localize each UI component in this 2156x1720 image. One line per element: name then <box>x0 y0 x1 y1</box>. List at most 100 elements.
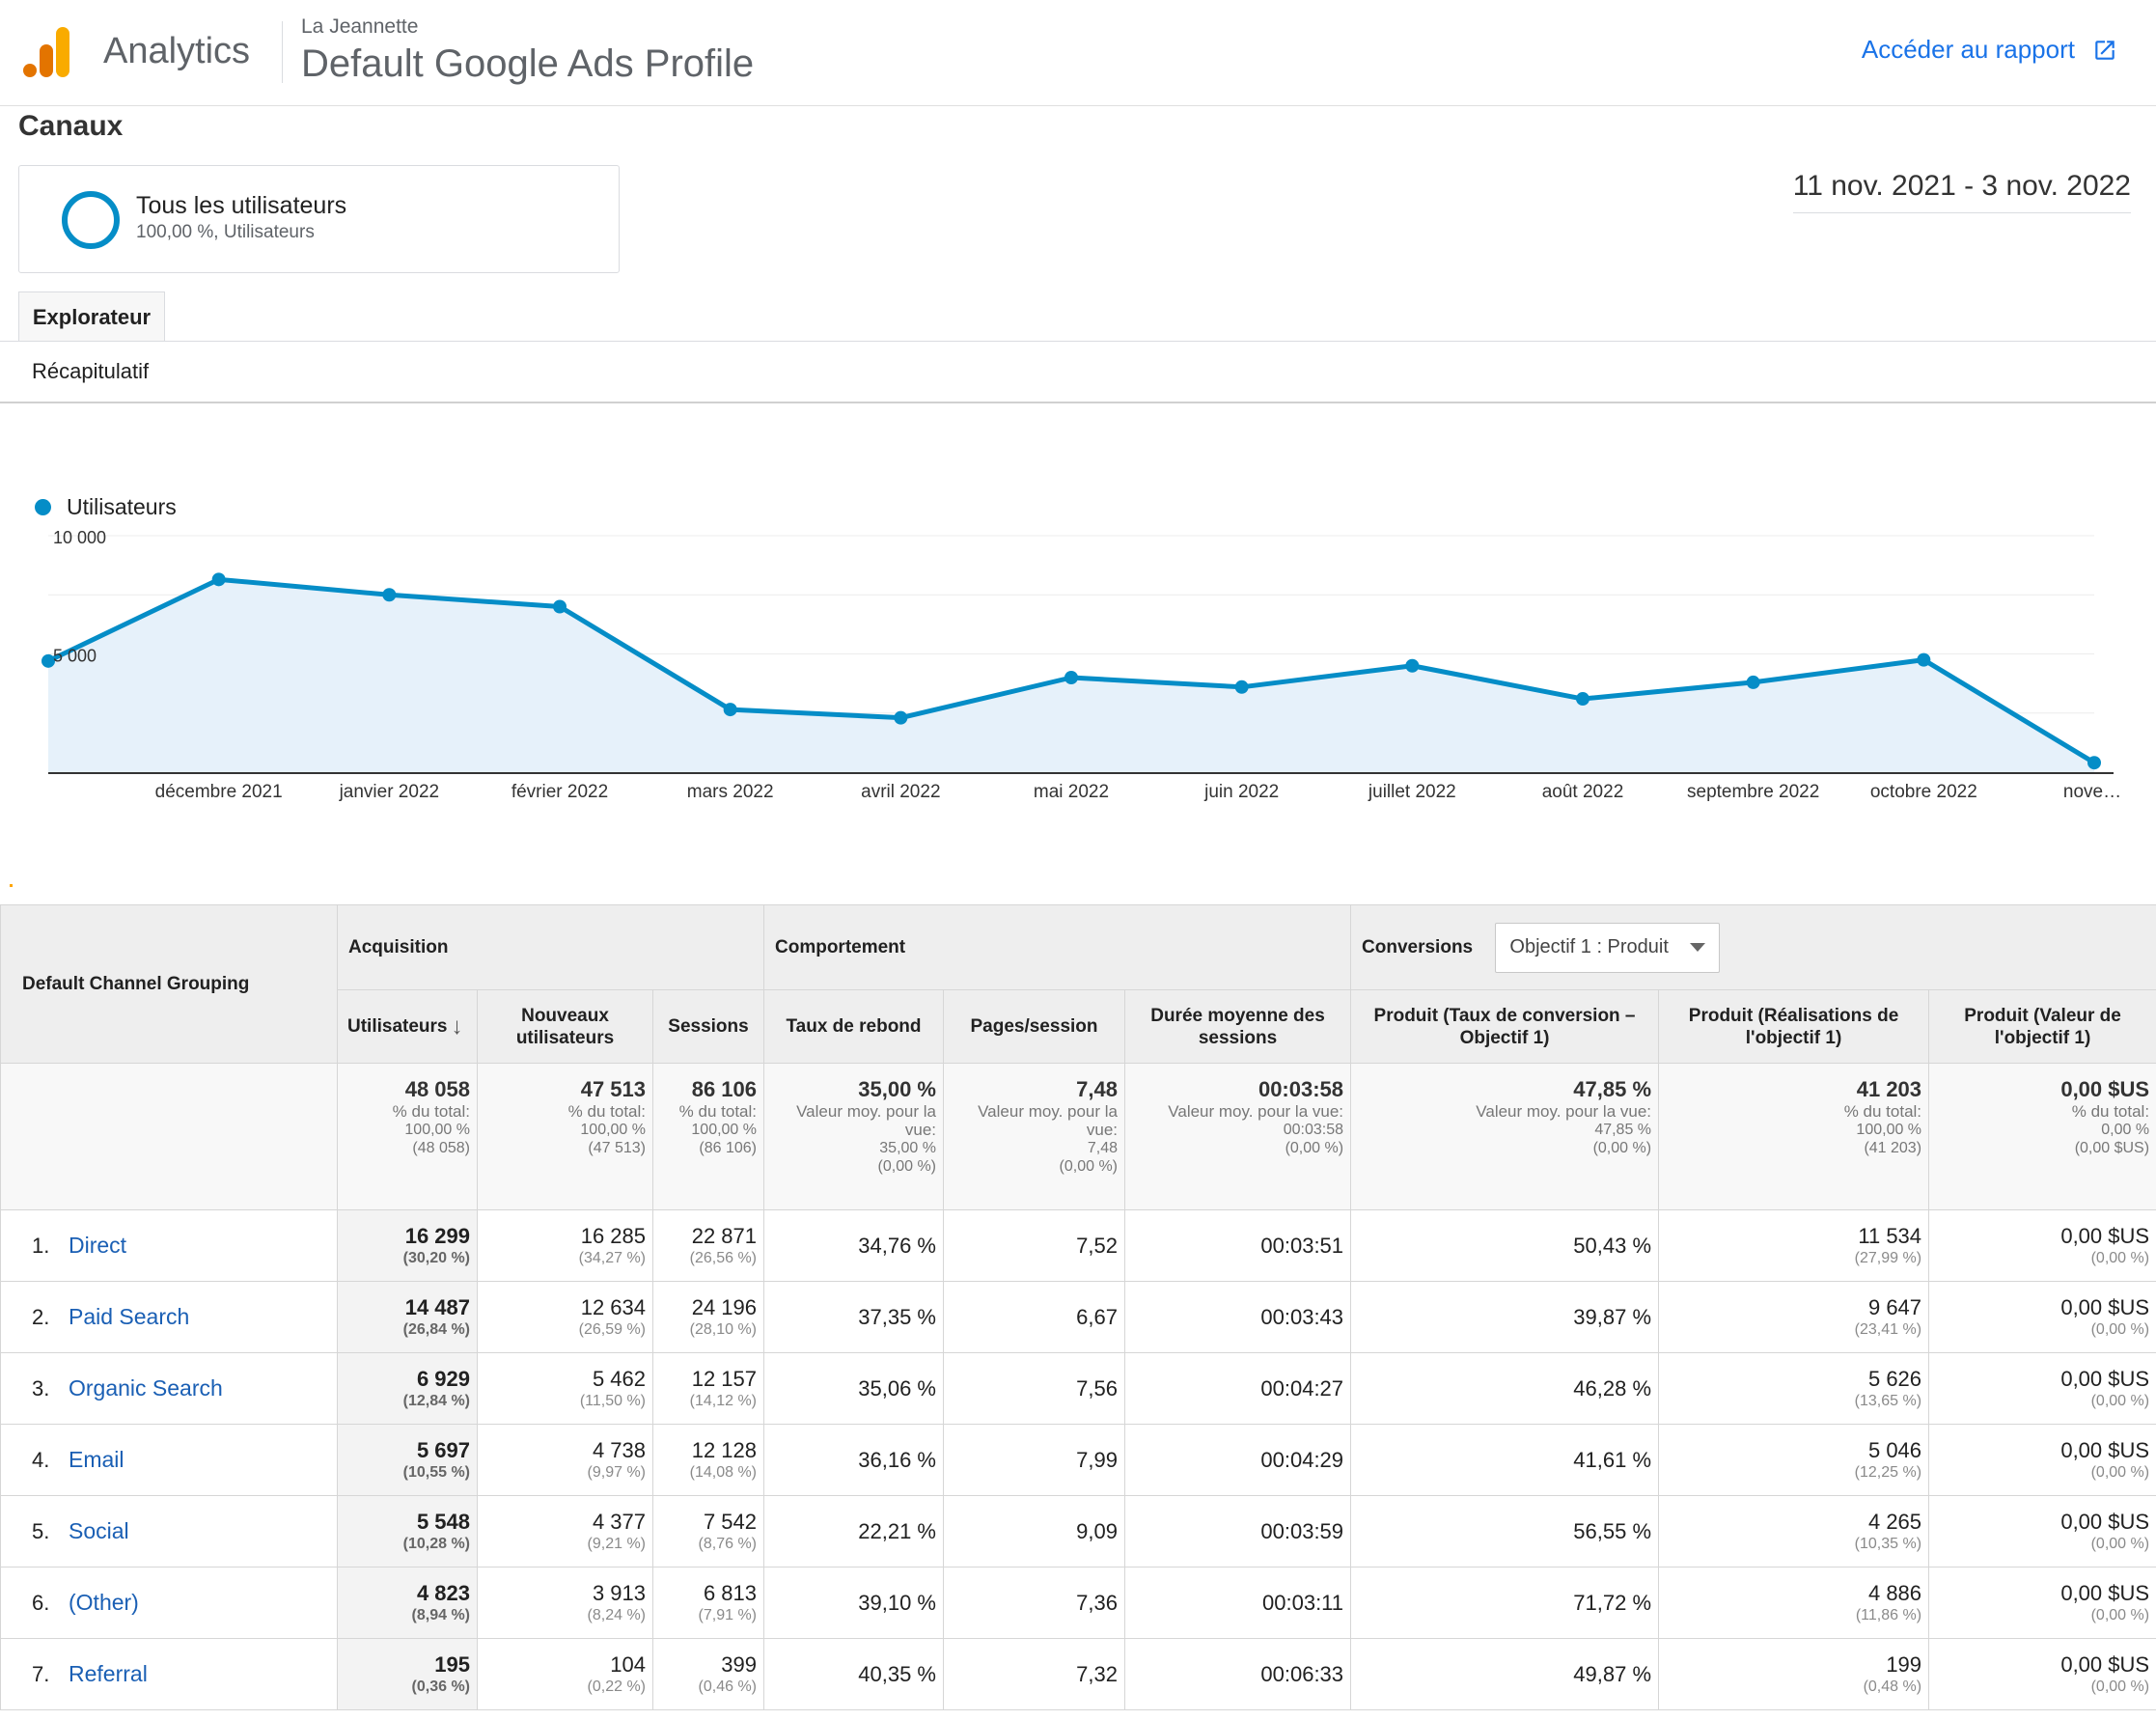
col-header-users[interactable]: Utilisateurs ↓ <box>337 989 478 1064</box>
segment-ring-icon <box>62 191 120 249</box>
data-point <box>723 703 737 717</box>
metric-cell: 24 196 (28,10 %) <box>652 1281 764 1353</box>
col-header-pages-session[interactable]: Pages/session <box>943 989 1125 1064</box>
group-behavior: Comportement <box>762 904 1352 990</box>
data-point <box>2087 756 2101 770</box>
total-value: 47 513 <box>580 1077 646 1101</box>
metric-percent: (0,46 %) <box>698 1678 757 1695</box>
metric-value: 4 886 <box>1867 1580 1922 1605</box>
metric-cell: 5 046 (12,25 %) <box>1658 1424 1930 1496</box>
metric-cell: 7,56 <box>943 1352 1125 1425</box>
y-tick-label: 10 000 <box>53 528 106 547</box>
metric-cell: 00:03:43 <box>1123 1281 1352 1353</box>
x-tick-label: mars 2022 <box>687 782 774 802</box>
metric-cell: 9,09 <box>943 1495 1125 1567</box>
metric-value: 4 823 <box>416 1580 470 1605</box>
date-range-picker[interactable]: 11 nov. 2021 - 3 nov. 2022 <box>1792 170 2131 213</box>
total-caption: Valeur moy. pour la vue: <box>796 1102 936 1139</box>
channels-table: Default Channel Grouping Acquisition Com… <box>0 904 2156 1710</box>
metric-cell: 12 128 (14,08 %) <box>652 1424 764 1496</box>
data-point <box>1576 692 1589 707</box>
metric-value: 22 871 <box>691 1223 757 1248</box>
data-point <box>894 710 908 725</box>
total-caption: Valeur moy. pour la vue: <box>978 1102 1118 1139</box>
metric-value: 0,00 $US <box>2060 1223 2150 1248</box>
col-header-new-users[interactable]: Nouveaux utilisateurs <box>477 989 653 1064</box>
table-row: 5. Social 5 548 (10,28 %) 4 377 (9,21 %) 7 542… <box>0 1495 2156 1567</box>
metric-cell: 0,00 $US (0,00 %) <box>1928 1209 2156 1282</box>
metric-percent: (10,28 %) <box>402 1535 470 1552</box>
channel-link[interactable]: Paid Search <box>69 1304 190 1329</box>
metric-percent: (12,25 %) <box>1854 1463 1922 1481</box>
channel-cell: 1. Direct <box>0 1209 338 1282</box>
metric-value: 56,55 % <box>1573 1518 1652 1543</box>
data-point <box>553 599 567 614</box>
metric-value: 4 738 <box>592 1437 646 1462</box>
channel-cell: 7. Referral <box>0 1638 338 1710</box>
metric-value: 6 813 <box>703 1580 757 1605</box>
metric-value: 5 697 <box>416 1437 470 1462</box>
segment-selector[interactable]: Tous les utilisateurs 100,00 %, Utilisat… <box>18 165 620 273</box>
metric-percent: (11,50 %) <box>579 1392 646 1409</box>
metric-percent: (0,48 %) <box>1863 1678 1922 1695</box>
metric-cell: 0,00 $US (0,00 %) <box>1928 1638 2156 1710</box>
app-name: Analytics <box>103 31 251 71</box>
dimension-header[interactable]: Default Channel Grouping <box>0 904 338 1064</box>
col-header-avg-duration[interactable]: Durée moyenne des sessions <box>1123 989 1352 1064</box>
metric-cell: 0,00 $US (0,00 %) <box>1928 1281 2156 1353</box>
metric-percent: (14,08 %) <box>689 1463 757 1481</box>
x-tick-label: mai 2022 <box>1034 782 1109 802</box>
col-header-conv-rate[interactable]: Produit (Taux de conversion – Objectif 1… <box>1350 989 1660 1064</box>
segment-detail: 100,00 %, Utilisateurs <box>136 222 315 242</box>
col-header-sessions[interactable]: Sessions <box>652 989 764 1064</box>
goal-dropdown[interactable]: Objectif 1 : Produit <box>1495 922 1720 973</box>
tab-explorer[interactable]: Explorateur <box>18 291 165 342</box>
metric-cell: 0,00 $US (0,00 %) <box>1928 1567 2156 1639</box>
channel-link[interactable]: Email <box>69 1447 124 1472</box>
metric-cell: 7,32 <box>943 1638 1125 1710</box>
chart-legend[interactable]: Utilisateurs <box>35 494 177 520</box>
col-header-bounce-rate[interactable]: Taux de rebond <box>763 989 944 1064</box>
channel-link[interactable]: Referral <box>69 1661 148 1686</box>
total-value: 00:03:58 <box>1258 1077 1344 1101</box>
metric-percent: (28,10 %) <box>689 1320 757 1338</box>
channel-link[interactable]: Direct <box>69 1233 127 1258</box>
metric-cell: 0,00 $US (0,00 %) <box>1928 1352 2156 1425</box>
col-header-completions[interactable]: Produit (Réalisations de l'objectif 1) <box>1658 989 1930 1064</box>
total-detail: (0,00 %) <box>1059 1158 1118 1175</box>
metric-cell: 11 534 (27,99 %) <box>1658 1209 1930 1282</box>
channel-cell: 3. Organic Search <box>0 1352 338 1425</box>
metric-cell: 7,52 <box>943 1209 1125 1282</box>
tabs-divider <box>0 341 2156 342</box>
metric-value: 4 265 <box>1867 1509 1922 1534</box>
channel-link[interactable]: Organic Search <box>69 1375 223 1401</box>
total-caption: % du total: <box>678 1102 757 1121</box>
totals-label-cell <box>0 1063 338 1210</box>
metric-cell: 00:03:11 <box>1123 1567 1352 1639</box>
metric-value: 4 377 <box>592 1509 646 1534</box>
data-point <box>1917 652 1931 667</box>
total-detail: 100,00 % <box>404 1122 470 1138</box>
metric-percent: (0,36 %) <box>411 1678 470 1695</box>
total-detail: (48 058) <box>412 1140 470 1156</box>
metric-cell: 199 (0,48 %) <box>1658 1638 1930 1710</box>
metric-cell: 399 (0,46 %) <box>652 1638 764 1710</box>
channel-link[interactable]: Social <box>69 1518 129 1543</box>
total-detail: 00:03:58 <box>1283 1122 1344 1138</box>
metric-value: 9,09 <box>1076 1518 1118 1543</box>
open-report-link[interactable]: Accéder au rapport <box>1862 35 2117 65</box>
col-header-goal-value[interactable]: Produit (Valeur de l'objectif 1) <box>1928 989 2156 1064</box>
metric-value: 5 626 <box>1867 1366 1922 1391</box>
users-line-chart[interactable]: 10 000 5 000 décembre 2021 janvier 2022 févr… <box>0 521 2156 830</box>
account-name: La Jeannette <box>301 15 419 38</box>
metric-value: 3 913 <box>592 1580 646 1605</box>
y-tick-label: 5 000 <box>53 647 97 666</box>
total-caption: Valeur moy. pour la vue: <box>1168 1102 1344 1121</box>
metric-cell: 12 634 (26,59 %) <box>477 1281 653 1353</box>
subtab-summary[interactable]: Récapitulatif <box>32 359 150 383</box>
sort-desc-icon: ↓ <box>451 1013 463 1040</box>
metric-value: 7 542 <box>703 1509 757 1534</box>
channel-link[interactable]: (Other) <box>69 1590 139 1615</box>
page-title: Canaux <box>18 110 124 142</box>
profile-name[interactable]: Default Google Ads Profile <box>301 42 755 85</box>
